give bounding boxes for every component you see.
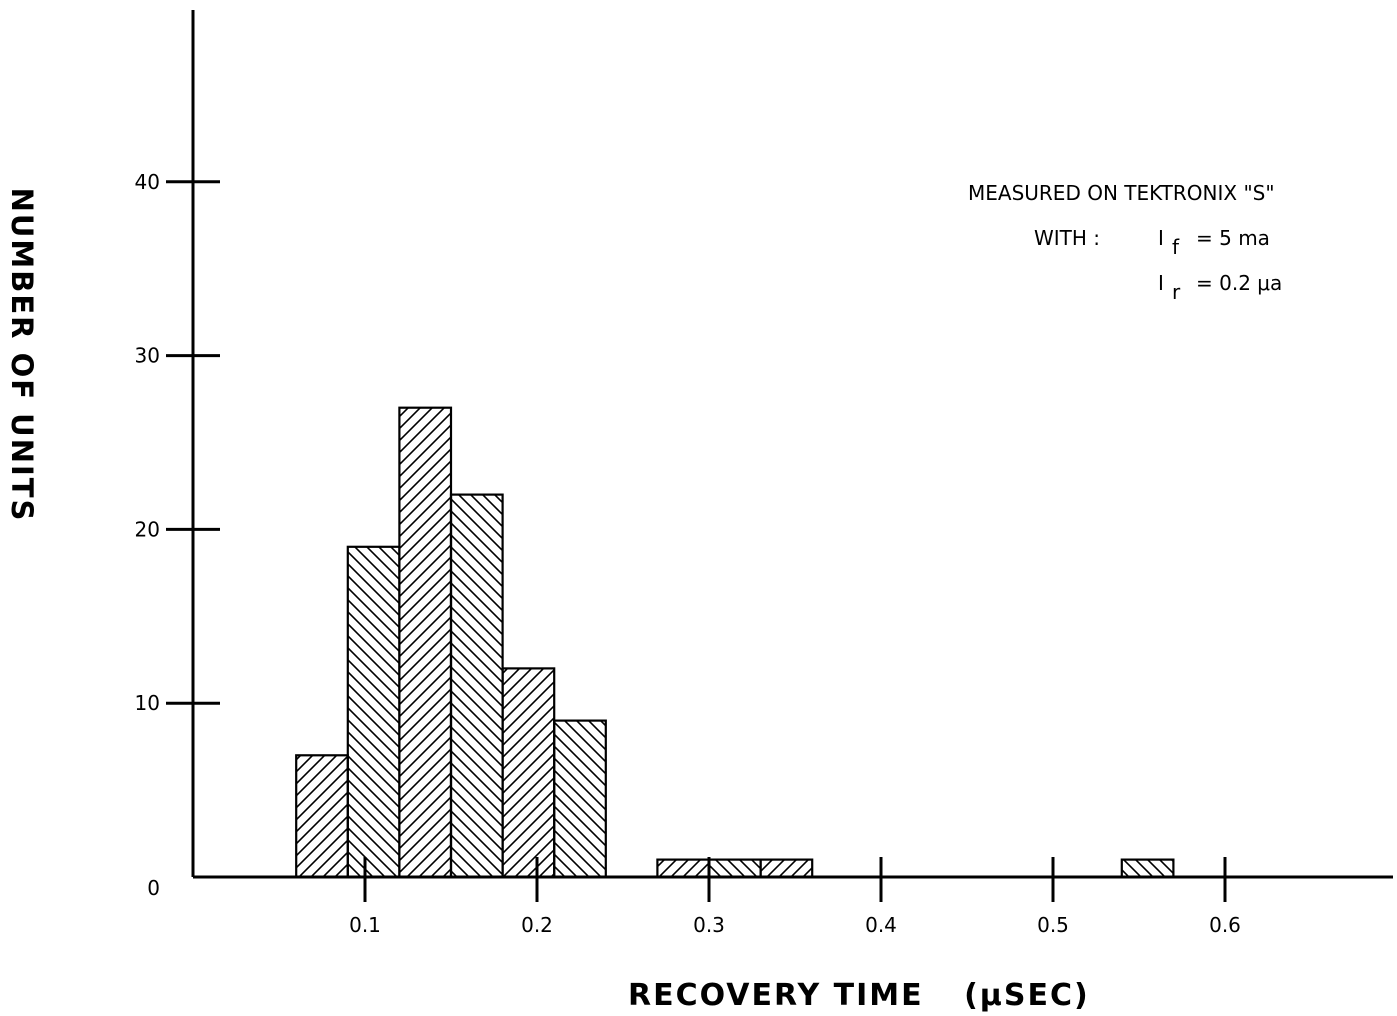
y-ticks-group: 0 10 20 30 40 <box>135 170 220 900</box>
y-tick-label: 30 <box>135 344 160 368</box>
histogram-bar-8 <box>707 858 762 879</box>
x-axis-title-unit: (μSEC) <box>964 978 1090 1013</box>
note-if-value: = 5 ma <box>1196 226 1270 250</box>
x-tick-label: 0.6 <box>1209 913 1241 937</box>
histogram-bar-7 <box>656 858 711 879</box>
x-tick-label: 0.2 <box>521 913 553 937</box>
measurement-note: MEASURED ON TEKTRONIX "S" WITH : I f = 5… <box>968 181 1282 304</box>
histogram-bar-4 <box>449 493 504 879</box>
y-tick-label: 20 <box>135 517 160 541</box>
histogram-bar-2 <box>346 545 401 879</box>
y-tick-label: 40 <box>135 170 160 194</box>
note-line-1: MEASURED ON TEKTRONIX "S" <box>968 181 1275 205</box>
note-ir-symbol: I <box>1158 271 1164 295</box>
histogram-bar-9 <box>759 858 814 879</box>
x-tick-label: 0.1 <box>349 913 381 937</box>
histogram-bar-3 <box>398 406 453 879</box>
histogram-bar-1 <box>295 754 349 879</box>
histogram-bar-6 <box>553 719 607 879</box>
x-tick-label: 0.4 <box>865 913 897 937</box>
note-ir-subscript: r <box>1172 280 1181 304</box>
note-if-subscript: f <box>1172 235 1180 259</box>
x-tick-label: 0.5 <box>1037 913 1069 937</box>
y-axis-title: NUMBER OF UNITS <box>5 188 39 523</box>
histogram-bar-5 <box>501 667 556 879</box>
x-tick-label: 0.3 <box>693 913 725 937</box>
note-with-label: WITH : <box>1034 226 1100 250</box>
x-ticks-group: 0.1 0.2 0.3 0.4 0.5 0.6 <box>349 857 1241 937</box>
y-tick-label: 10 <box>135 691 160 715</box>
histogram-bar-10 <box>1120 858 1175 879</box>
note-if-symbol: I <box>1158 226 1164 250</box>
bars-group <box>295 406 1175 879</box>
x-axis-title: RECOVERY TIME (μSEC) <box>628 978 1090 1013</box>
x-axis-title-label: RECOVERY TIME <box>628 978 924 1013</box>
y-tick-label: 0 <box>147 876 160 900</box>
note-ir-value: = 0.2 μa <box>1196 271 1282 295</box>
